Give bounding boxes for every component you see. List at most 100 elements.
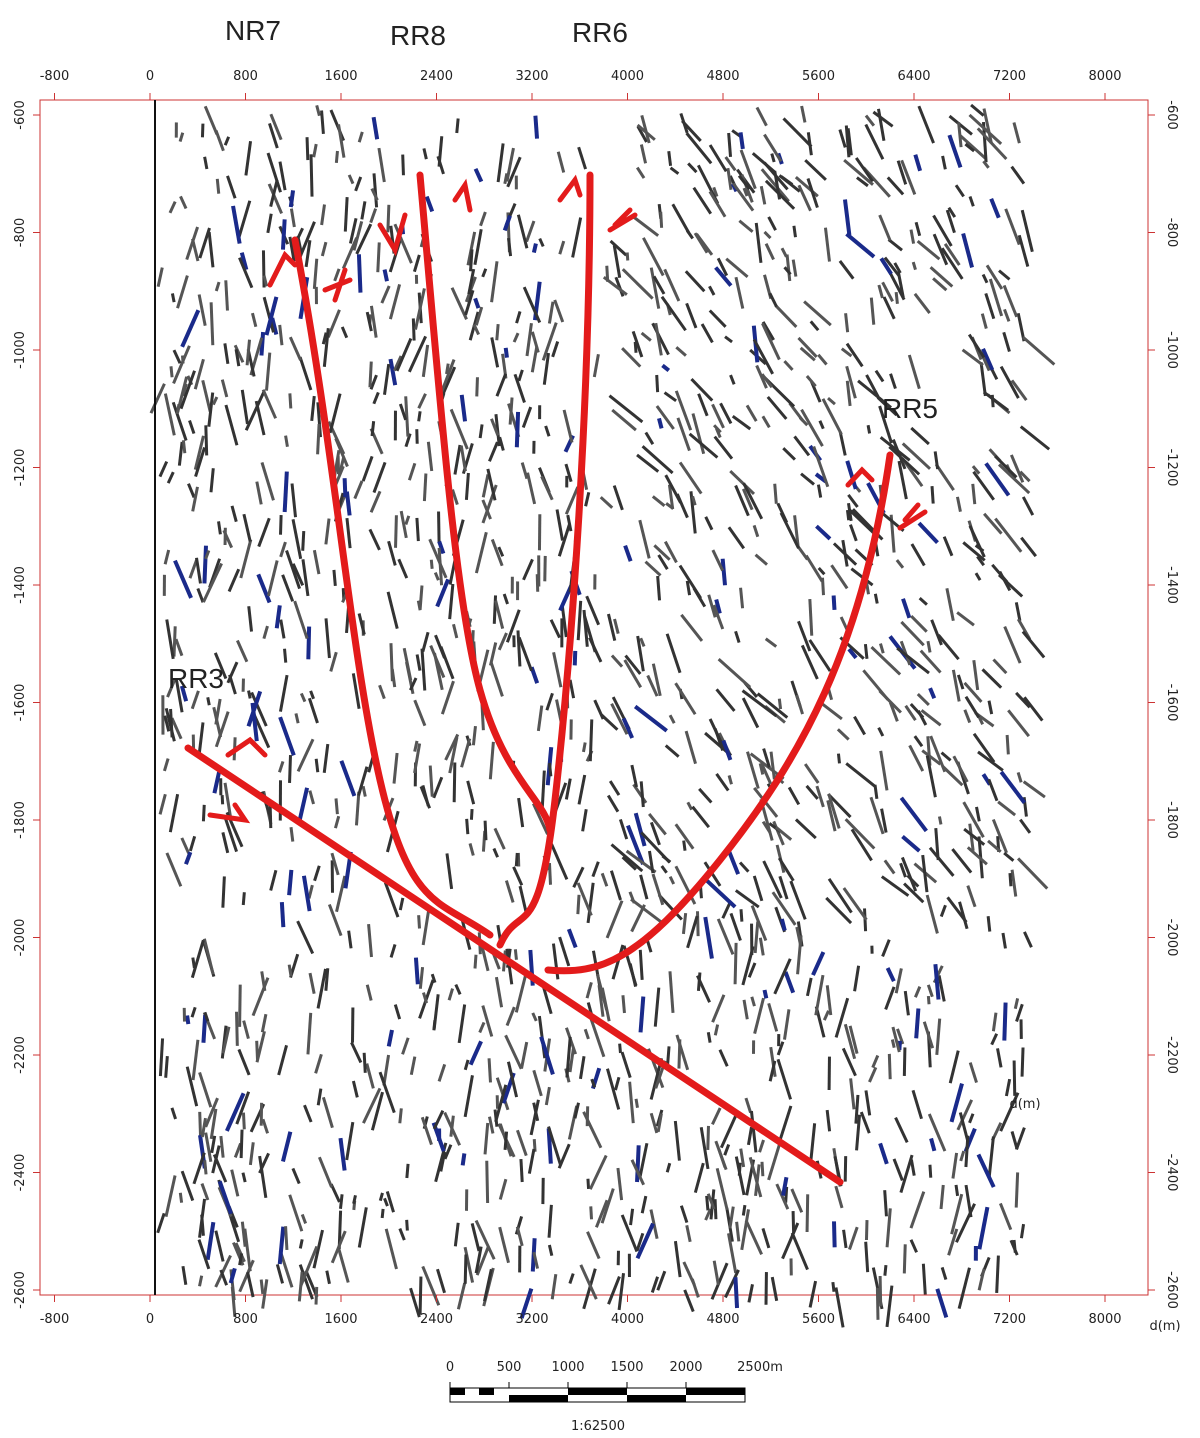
texture-stroke [247, 606, 254, 632]
texture-stroke [747, 962, 757, 978]
texture-stroke [977, 750, 1004, 772]
texture-stroke [238, 1259, 255, 1293]
texture-stroke [432, 776, 444, 799]
texture-stroke [426, 441, 434, 472]
texture-stroke [492, 595, 498, 624]
texture-stroke [354, 176, 363, 192]
texture-stroke [827, 793, 852, 819]
texture-stroke [972, 732, 996, 764]
texture-stroke [201, 804, 206, 822]
texture-stroke [235, 1011, 239, 1046]
texture-stroke [910, 543, 926, 567]
texture-stroke [793, 515, 800, 548]
texture-stroke [896, 160, 908, 185]
texture-stroke [165, 619, 175, 660]
texture-stroke [992, 658, 1008, 675]
texture-stroke [752, 875, 764, 902]
texture-stroke [673, 1120, 681, 1161]
texture-stroke [279, 619, 286, 639]
texture-stroke [844, 818, 876, 850]
texture-stroke [685, 302, 698, 329]
texture-stroke [370, 187, 379, 201]
texture-stroke [475, 1246, 490, 1276]
texture-stroke [245, 339, 252, 366]
texture-stroke [540, 770, 546, 812]
texture-stroke [640, 114, 651, 144]
texture-stroke [180, 837, 191, 854]
texture-stroke [437, 540, 446, 555]
texture-stroke [635, 1222, 655, 1260]
texture-stroke [386, 591, 399, 629]
texture-stroke [691, 413, 706, 455]
texture-stroke [895, 559, 905, 569]
texture-stroke [342, 478, 348, 498]
texture-stroke [651, 495, 666, 507]
texture-stroke [982, 390, 1010, 412]
y-tick-label: -2400 [1164, 1154, 1179, 1192]
texture-stroke [417, 393, 427, 409]
texture-stroke [401, 154, 405, 176]
texture-stroke [708, 718, 726, 751]
texture-stroke [516, 214, 529, 249]
texture-stroke [230, 1169, 240, 1197]
texture-stroke [760, 168, 790, 203]
texture-stroke [231, 205, 242, 244]
texture-stroke [380, 1208, 385, 1219]
texture-stroke [240, 389, 249, 425]
texture-stroke [764, 637, 778, 648]
texture-stroke [702, 876, 737, 909]
texture-stroke [738, 132, 745, 150]
texture-stroke [566, 928, 578, 949]
texture-stroke [606, 794, 620, 813]
texture-stroke [610, 703, 629, 735]
texture-stroke [804, 159, 827, 181]
texture-stroke [877, 726, 885, 737]
texture-stroke [308, 790, 315, 805]
texture-stroke [728, 1206, 735, 1229]
texture-stroke [734, 276, 745, 309]
texture-stroke [568, 679, 576, 699]
texture-stroke [174, 678, 184, 713]
y-tick-label: -1600 [1164, 684, 1179, 722]
texture-stroke [236, 200, 252, 241]
texture-stroke [831, 595, 837, 610]
texture-stroke [685, 580, 692, 596]
texture-stroke [428, 538, 448, 579]
texture-stroke [334, 798, 339, 815]
texture-stroke [467, 268, 476, 295]
texture-stroke [903, 882, 925, 904]
texture-stroke [948, 1050, 960, 1084]
texture-stroke [887, 238, 903, 252]
texture-stroke [242, 513, 252, 542]
texture-stroke [488, 441, 499, 462]
texture-stroke [204, 549, 211, 560]
texture-stroke [968, 113, 1003, 145]
texture-stroke [880, 808, 888, 833]
texture-stroke [316, 968, 328, 1009]
texture-stroke [489, 642, 498, 666]
texture-stroke [913, 154, 923, 172]
texture-stroke [576, 894, 581, 915]
texture-stroke [417, 411, 422, 422]
texture-stroke [735, 1221, 741, 1242]
texture-stroke [513, 949, 518, 960]
texture-stroke [800, 644, 819, 680]
texture-stroke [185, 1015, 191, 1025]
attribute-texture [149, 103, 1056, 1328]
texture-stroke [764, 243, 775, 261]
texture-stroke [881, 281, 894, 303]
x-tick-label: 3200 [515, 1312, 548, 1327]
texture-stroke [512, 866, 524, 886]
texture-stroke [685, 1224, 692, 1243]
texture-stroke [213, 652, 228, 680]
texture-stroke [968, 1113, 975, 1124]
texture-stroke [378, 1192, 384, 1202]
texture-stroke [754, 222, 763, 263]
texture-stroke [761, 415, 771, 429]
texture-stroke [778, 875, 789, 900]
texture-stroke [547, 1204, 553, 1238]
texture-stroke [668, 714, 676, 724]
texture-stroke [943, 243, 961, 266]
texture-stroke [469, 808, 474, 820]
texture-stroke [578, 1055, 586, 1080]
